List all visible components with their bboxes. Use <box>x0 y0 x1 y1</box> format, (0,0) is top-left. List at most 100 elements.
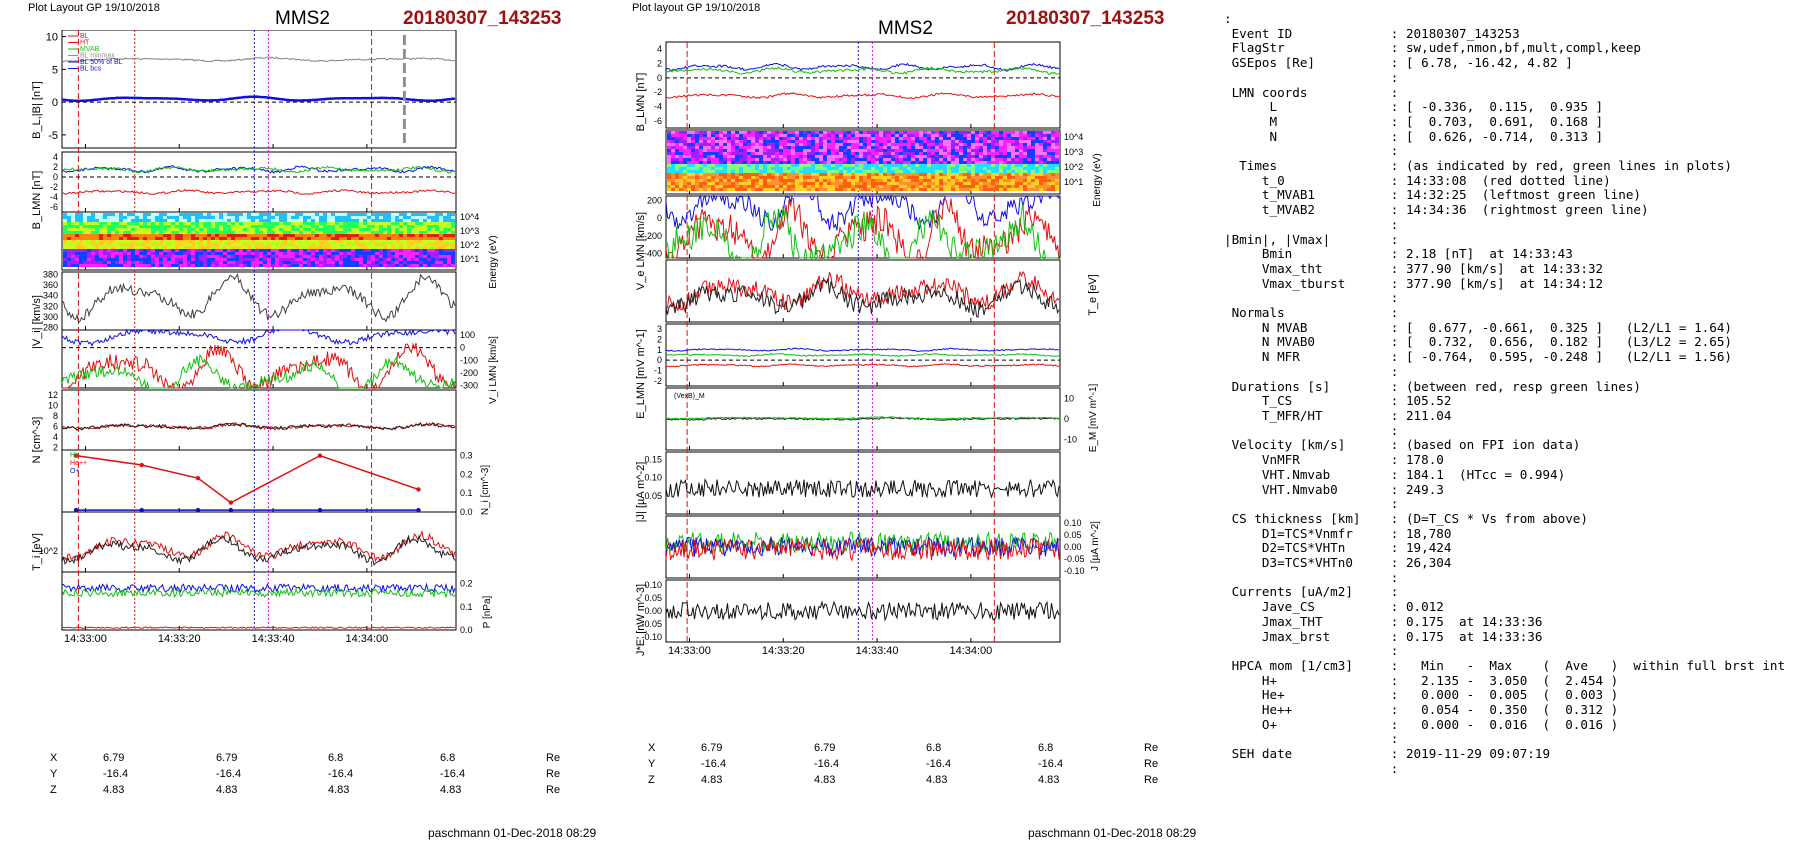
heatmap-cell <box>939 134 943 137</box>
heatmap-cell <box>123 246 127 249</box>
heatmap-cell <box>679 179 683 182</box>
heatmap-cell <box>979 152 983 155</box>
heatmap-cell <box>115 219 119 222</box>
heatmap-cell <box>227 219 231 222</box>
heatmap-cell <box>875 179 879 182</box>
heatmap-cell <box>979 173 983 176</box>
heatmap-cell <box>339 249 343 252</box>
heatmap-cell <box>187 213 191 216</box>
heatmap-cell <box>391 261 395 264</box>
heatmap-cell <box>743 155 747 158</box>
heatmap-cell <box>1047 176 1051 179</box>
heatmap-cell <box>675 164 679 167</box>
heatmap-cell <box>811 155 815 158</box>
heatmap-cell <box>1023 170 1027 173</box>
heatmap-cell <box>91 261 95 264</box>
heatmap-cell <box>831 158 835 161</box>
heatmap-cell <box>903 131 907 134</box>
heatmap-cell <box>855 155 859 158</box>
heatmap-cell <box>875 173 879 176</box>
heatmap-cell <box>403 234 407 237</box>
heatmap-cell <box>215 243 219 246</box>
heatmap-cell <box>275 264 279 267</box>
info-line: Times : (as indicated by red, green line… <box>1224 158 1732 174</box>
heatmap-cell <box>215 234 219 237</box>
heatmap-cell <box>139 237 143 240</box>
heatmap-cell <box>303 240 307 243</box>
heatmap-cell <box>707 185 711 188</box>
heatmap-cell <box>415 228 419 231</box>
heatmap-cell <box>1035 164 1039 167</box>
heatmap-cell <box>759 146 763 149</box>
heatmap-cell <box>787 143 791 146</box>
heatmap-cell <box>1011 182 1015 185</box>
heatmap-cell <box>839 149 843 152</box>
heatmap-cell <box>419 240 423 243</box>
heatmap-cell <box>699 137 703 140</box>
heatmap-cell <box>127 252 131 255</box>
heatmap-cell <box>947 164 951 167</box>
heatmap-cell <box>371 243 375 246</box>
info-line: VHT.Nmvab : 184.1 (HTcc = 0.994) <box>1224 466 1566 482</box>
heatmap-cell <box>203 222 207 225</box>
heatmap-cell <box>875 164 879 167</box>
heatmap-cell <box>859 182 863 185</box>
heatmap-cell <box>311 228 315 231</box>
heatmap-cell <box>799 137 803 140</box>
heatmap-cell <box>195 213 199 216</box>
heatmap-cell <box>215 261 219 264</box>
heatmap-cell <box>295 216 299 219</box>
heatmap-cell <box>711 179 715 182</box>
heatmap-cell <box>399 219 403 222</box>
heatmap-cell <box>79 255 83 258</box>
heatmap-cell <box>227 243 231 246</box>
heatmap-cell <box>959 176 963 179</box>
heatmap-cell <box>743 182 747 185</box>
y-tick-label: 0 <box>53 172 58 182</box>
heatmap-cell <box>351 222 355 225</box>
heatmap-cell <box>815 161 819 164</box>
heatmap-cell <box>231 252 235 255</box>
heatmap-cell <box>1011 143 1015 146</box>
heatmap-cell <box>931 161 935 164</box>
heatmap-cell <box>767 182 771 185</box>
heatmap-cell <box>79 252 83 255</box>
heatmap-cell <box>443 249 447 252</box>
y-tick-label: 0.10 <box>644 473 662 483</box>
heatmap-cell <box>247 255 251 258</box>
heatmap-cell <box>131 213 135 216</box>
heatmap-cell <box>955 146 959 149</box>
heatmap-cell <box>111 240 115 243</box>
heatmap-cell <box>227 240 231 243</box>
heatmap-cell <box>1023 131 1027 134</box>
heatmap-cell <box>135 255 139 258</box>
heatmap-cell <box>1023 185 1027 188</box>
heatmap-cell <box>271 231 275 234</box>
heatmap-cell <box>383 246 387 249</box>
heatmap-cell <box>271 225 275 228</box>
heatmap-cell <box>827 146 831 149</box>
heatmap-cell <box>799 173 803 176</box>
heatmap-cell <box>675 173 679 176</box>
heatmap-cell <box>355 216 359 219</box>
heatmap-cell <box>695 164 699 167</box>
heatmap-cell <box>75 240 79 243</box>
heatmap-cell <box>1039 158 1043 161</box>
heatmap-cell <box>811 173 815 176</box>
heatmap-cell <box>411 213 415 216</box>
heatmap-cell <box>1015 167 1019 170</box>
heatmap-cell <box>387 222 391 225</box>
heatmap-cell <box>835 146 839 149</box>
heatmap-cell <box>63 243 67 246</box>
heatmap-cell <box>787 137 791 140</box>
heatmap-cell <box>767 179 771 182</box>
heatmap-cell <box>823 146 827 149</box>
heatmap-cell <box>859 164 863 167</box>
heatmap-cell <box>819 161 823 164</box>
heatmap-cell <box>367 237 371 240</box>
ephem-value: 6.79 <box>701 742 723 754</box>
heatmap-cell <box>683 176 687 179</box>
heatmap-cell <box>79 264 83 267</box>
heatmap-cell <box>83 216 87 219</box>
heatmap-cell <box>1031 149 1035 152</box>
